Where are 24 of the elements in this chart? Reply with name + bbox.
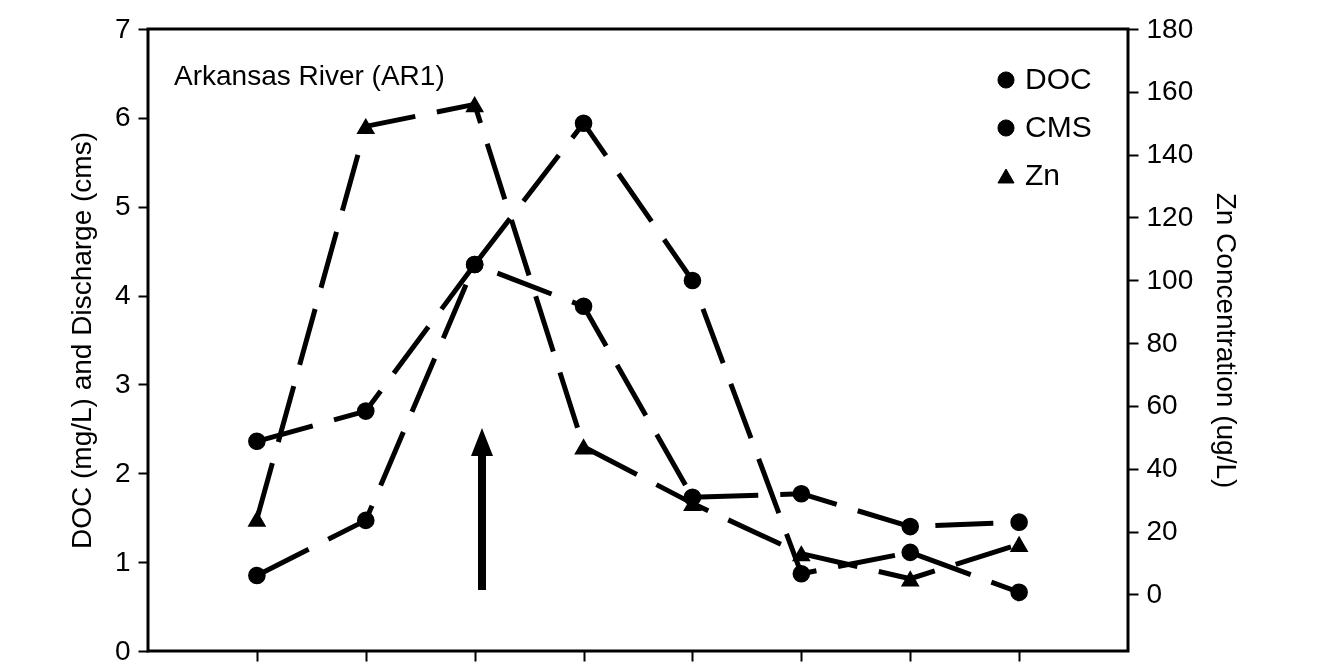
- y2-tick-label: 180: [1146, 12, 1194, 44]
- y2-tick-label: 0: [1146, 577, 1163, 609]
- y-tick-label: 2: [114, 456, 131, 488]
- annotation: Arkansas River (AR1): [174, 60, 445, 91]
- y-tick-label: 3: [114, 367, 131, 399]
- y2-tick-label: 80: [1146, 326, 1178, 358]
- y-tick-label: 4: [114, 279, 131, 311]
- legend-label: DOC: [1025, 62, 1092, 95]
- y-tick-label: 0: [114, 634, 131, 666]
- y-tick-label: 6: [114, 101, 131, 133]
- y2-axis-title: Zn Concentration (ug/L): [1211, 192, 1243, 489]
- y-axis-title: DOC (mg/L) and Discharge (cms): [65, 132, 97, 549]
- y2-tick-label: 100: [1146, 263, 1194, 295]
- legend-label: CMS: [1025, 110, 1092, 143]
- y2-tick-label: 140: [1146, 138, 1194, 170]
- y2-tick-label: 40: [1146, 452, 1178, 484]
- y2-tick-label: 160: [1146, 75, 1194, 107]
- y2-tick-label: 20: [1146, 515, 1178, 547]
- y-tick-label: 5: [114, 190, 131, 222]
- y2-tick-label: 60: [1146, 389, 1178, 421]
- legend-label: Zn: [1025, 158, 1061, 191]
- y2-tick-label: 120: [1146, 200, 1194, 232]
- y-tick-label: 1: [114, 545, 131, 577]
- y-tick-label: 7: [114, 12, 131, 44]
